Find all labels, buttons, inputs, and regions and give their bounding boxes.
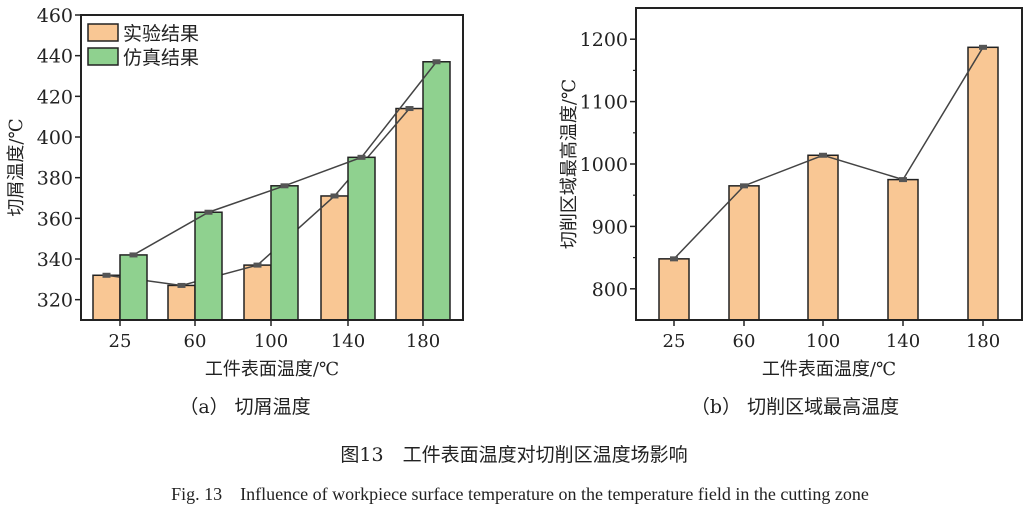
bar: [967, 46, 999, 321]
x-tick-label: 180: [406, 331, 440, 352]
x-tick-label: 60: [733, 331, 756, 352]
y-tick-label: 800: [592, 279, 628, 301]
data-point: [330, 193, 339, 199]
subcaption-a: （a） 切屑温度: [179, 396, 311, 418]
data-point: [432, 59, 441, 65]
x-tick-label: 60: [184, 331, 207, 352]
bar: [728, 185, 760, 321]
legend-label: 实验结果: [123, 23, 199, 45]
y-axis-label: 切屑温度/℃: [6, 118, 27, 216]
data-point: [979, 44, 987, 50]
legend-swatch: [87, 23, 119, 42]
y-tick-label: 400: [37, 127, 73, 149]
bar: [194, 211, 223, 321]
data-point: [899, 177, 907, 183]
data-point: [670, 256, 678, 262]
x-tick-label: 100: [254, 331, 288, 352]
x-tick-label: 140: [886, 331, 920, 352]
x-axis-label: 工件表面温度/℃: [762, 359, 896, 380]
legend-swatch: [87, 47, 119, 66]
y-tick-label: 440: [37, 46, 73, 68]
y-tick-label: 360: [37, 208, 73, 230]
data-point: [204, 209, 213, 215]
data-point: [177, 282, 186, 288]
bar: [658, 258, 690, 321]
caption-cn: 图13 工件表面温度对切削区温度场影响: [340, 444, 688, 466]
y-tick-label: 320: [37, 290, 73, 312]
data-point: [253, 262, 262, 268]
x-tick-label: 25: [109, 331, 132, 352]
bar: [270, 185, 299, 321]
bar: [167, 284, 196, 321]
x-axis-label: 工件表面温度/℃: [205, 359, 339, 380]
bar: [887, 178, 919, 321]
x-tick-label: 180: [966, 331, 1000, 352]
x-tick-label: 25: [663, 331, 686, 352]
data-point: [740, 183, 748, 189]
bar: [243, 264, 272, 321]
data-point: [405, 106, 414, 112]
subcaption-b: （b） 切削区域最高温度: [690, 396, 900, 418]
x-tick-label: 100: [806, 331, 840, 352]
y-tick-label: 460: [37, 5, 73, 27]
bar: [395, 107, 424, 321]
y-tick-label: 380: [37, 168, 73, 190]
bar: [422, 61, 451, 321]
y-axis-label: 切削区域最高温度/℃: [559, 79, 580, 249]
legend-label: 仿真结果: [123, 47, 199, 69]
bar: [320, 195, 349, 321]
bar: [119, 254, 148, 321]
y-tick-label: 1000: [580, 154, 628, 176]
x-tick-label: 140: [331, 331, 365, 352]
plot-frame: [80, 14, 464, 321]
bar: [92, 274, 121, 321]
data-point: [129, 252, 138, 258]
y-tick-label: 340: [37, 249, 73, 271]
data-point: [357, 154, 366, 160]
bar: [807, 154, 839, 321]
y-tick-label: 1100: [580, 92, 628, 114]
y-tick-label: 420: [37, 86, 73, 108]
bar: [347, 156, 376, 321]
data-point: [280, 183, 289, 189]
caption-en: Fig. 13 Influence of workpiece surface t…: [171, 484, 869, 504]
data-point: [102, 272, 111, 278]
y-tick-label: 1200: [580, 29, 628, 51]
data-point: [819, 152, 827, 158]
y-tick-label: 900: [592, 216, 628, 238]
